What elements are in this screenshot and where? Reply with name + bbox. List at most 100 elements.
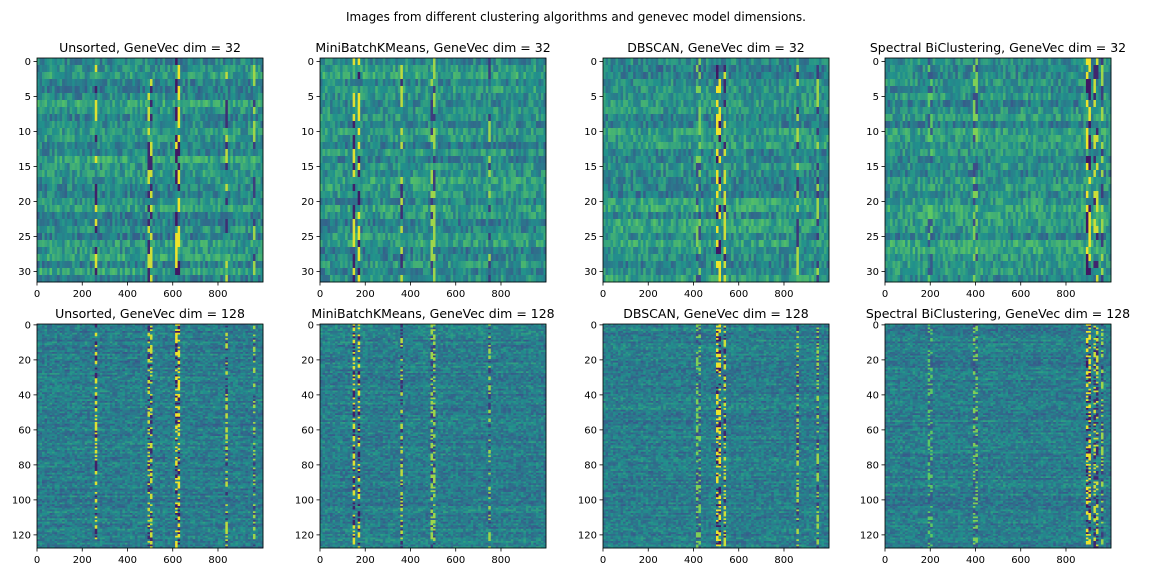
heatmap-cell [140,205,143,212]
heatmap-cell [185,65,188,72]
x-tick-label: 600 [163,289,182,300]
heatmap-cell [323,93,326,100]
heatmap-cell [158,191,161,198]
heatmap-cell [483,58,486,65]
heatmap-cell [243,156,246,163]
heatmap-cell [67,205,70,212]
heatmap-cell [178,219,181,226]
heatmap-cell [508,79,511,86]
heatmap-cell [238,135,241,142]
heatmap-cell [238,268,241,275]
heatmap-cell [183,93,186,100]
heatmap-cell [218,121,221,128]
heatmap-cell [75,205,78,212]
heatmap-cell [498,58,501,65]
heatmap-cell [158,170,161,177]
heatmap-cell [85,142,88,149]
heatmap-cell [220,72,223,79]
heatmap-cell [518,93,521,100]
heatmap-cell [223,212,226,219]
heatmap-cell [193,163,196,170]
heatmap-cell [140,226,143,233]
heatmap-cell [466,79,469,86]
heatmap-cell [370,107,373,114]
heatmap-cell [200,163,203,170]
heatmap-cell [215,275,218,282]
heatmap-cell [158,121,161,128]
heatmap-cell [225,233,228,240]
heatmap-cell [158,254,161,261]
heatmap-cell [178,65,181,72]
heatmap-cell [218,128,221,135]
heatmap-cell [190,79,193,86]
heatmap-cell [150,72,153,79]
heatmap-cell [393,65,396,72]
heatmap-cell [57,86,60,93]
heatmap-cell [130,170,133,177]
heatmap-cell [40,156,43,163]
heatmap-cell [105,233,108,240]
heatmap-cell [323,107,326,114]
heatmap-cell [243,268,246,275]
heatmap-cell [486,100,489,107]
heatmap-cell [488,58,491,65]
heatmap-cell [160,191,163,198]
heatmap-cell [458,79,461,86]
heatmap-cell [67,240,70,247]
heatmap-cell [50,128,53,135]
heatmap-cell [117,240,120,247]
heatmap-cell [496,93,499,100]
heatmap-cell [370,79,373,86]
heatmap-cell [378,79,381,86]
heatmap-cell [208,198,211,205]
heatmap-cell [100,114,103,121]
heatmap-cell [175,156,178,163]
heatmap-cell [80,142,83,149]
heatmap-cell [60,247,63,254]
heatmap-cell [153,72,156,79]
heatmap-cell [127,86,130,93]
heatmap-cell [518,58,521,65]
heatmap-cell [150,86,153,93]
heatmap-cell [248,184,251,191]
heatmap-cell [215,205,218,212]
heatmap-cell [163,254,166,261]
heatmap-cell [188,65,191,72]
heatmap-cell [163,114,166,121]
heatmap-cell [97,240,100,247]
heatmap-cell [50,156,53,163]
heatmap-cell [97,275,100,282]
heatmap-cell [471,72,474,79]
heatmap-cell [521,79,524,86]
heatmap-cell [453,65,456,72]
heatmap-cell [368,100,371,107]
heatmap-cell [77,275,80,282]
heatmap-cell [428,107,431,114]
heatmap-cell [536,93,539,100]
heatmap-cell [55,79,58,86]
heatmap-cell [368,72,371,79]
heatmap-cell [57,191,60,198]
heatmap-cell [536,65,539,72]
heatmap-cell [393,72,396,79]
heatmap-cell [62,93,65,100]
heatmap-cell [180,58,183,65]
heatmap-cell [165,240,168,247]
heatmap-cell [541,79,544,86]
heatmap-cell [183,100,186,107]
heatmap-cell [240,254,243,261]
heatmap-cell [87,107,90,114]
heatmap-cell [208,114,211,121]
heatmap-cell [173,114,176,121]
heatmap-cell [243,240,246,247]
heatmap-cell [420,93,423,100]
heatmap-cell [225,65,228,72]
heatmap-cell [541,107,544,114]
heatmap-cell [45,58,48,65]
heatmap-cell [458,72,461,79]
heatmap-cell [210,107,213,114]
heatmap-cell [233,114,236,121]
heatmap-cell [147,142,150,149]
heatmap-cell [395,107,398,114]
heatmap-cell [418,72,421,79]
